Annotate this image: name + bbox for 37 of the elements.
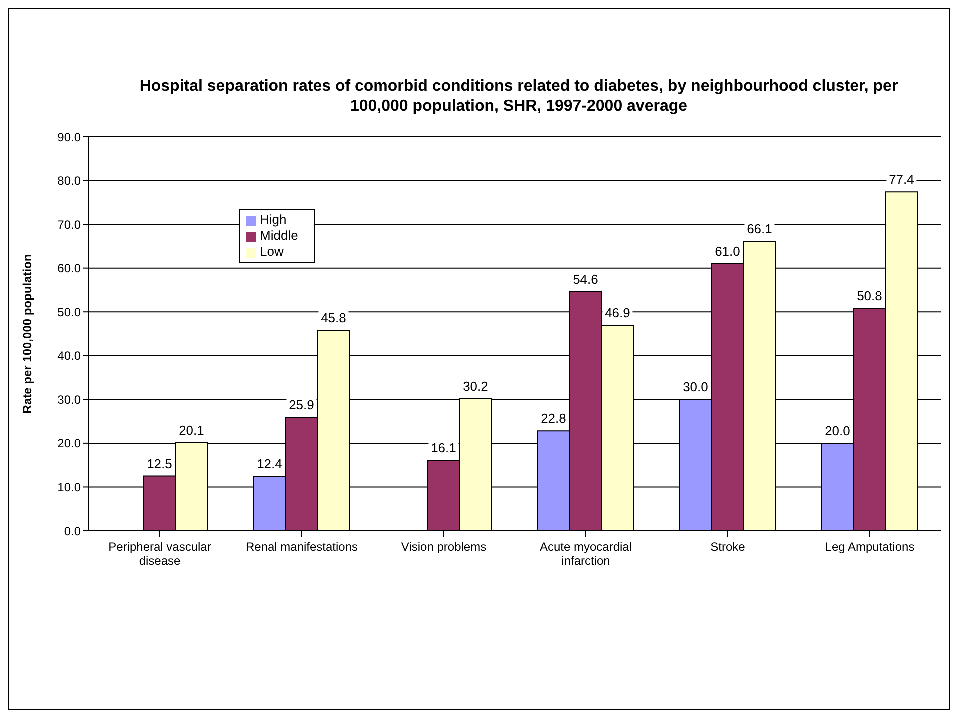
data-label: 54.6 bbox=[573, 272, 598, 287]
y-tick-label: 30.0 bbox=[58, 392, 82, 407]
data-label: 16.1 bbox=[431, 440, 456, 456]
y-tick-label: 80.0 bbox=[58, 174, 82, 188]
x-tick-label: Peripheral vascular disease bbox=[108, 540, 212, 568]
data-label: 20.0 bbox=[825, 423, 850, 438]
x-tick-label: Stroke bbox=[710, 540, 746, 554]
data-label: 46.9 bbox=[605, 306, 630, 321]
y-tick-label: 70.0 bbox=[58, 218, 82, 232]
legend-label: High bbox=[260, 212, 287, 227]
y-tick-label: 0.0 bbox=[64, 524, 82, 538]
x-tick-label: Renal manifestations bbox=[246, 540, 358, 554]
data-label: 61.0 bbox=[715, 244, 740, 259]
y-tick-label: 20.0 bbox=[58, 436, 82, 451]
x-tick-label: Vision problems bbox=[401, 540, 487, 554]
data-label: 50.8 bbox=[857, 288, 882, 304]
chart-title: Hospital separation rates of comorbid conditions related to diabetes, by neighbourhood cluster, per 100,000 population, SHR, 1997-2000 average bbox=[138, 77, 900, 117]
data-label: 12.4 bbox=[257, 456, 282, 472]
data-label: 30.0 bbox=[683, 380, 708, 395]
x-tick-label: Acute myocardial infarction bbox=[540, 540, 632, 568]
y-tick-label: 10.0 bbox=[58, 480, 82, 494]
data-label: 20.1 bbox=[179, 423, 204, 438]
y-tick-label: 50.0 bbox=[58, 305, 82, 320]
x-tick-label: Leg Amputations bbox=[825, 540, 915, 554]
data-label: 30.2 bbox=[463, 378, 488, 394]
data-label: 77.4 bbox=[889, 172, 914, 188]
data-label: 12.5 bbox=[147, 456, 172, 472]
data-label: 45.8 bbox=[321, 310, 346, 326]
data-label: 66.1 bbox=[747, 222, 772, 237]
y-tick-label: 90.0 bbox=[58, 130, 82, 144]
y-axis-title: Rate per 100,000 population bbox=[20, 254, 34, 414]
legend-label: Low bbox=[260, 244, 284, 259]
data-label: 25.9 bbox=[289, 398, 314, 413]
data-label: 22.8 bbox=[541, 411, 566, 426]
legend-label: Middle bbox=[260, 228, 298, 243]
y-tick-label: 40.0 bbox=[58, 349, 82, 364]
y-tick-label: 60.0 bbox=[58, 262, 82, 276]
